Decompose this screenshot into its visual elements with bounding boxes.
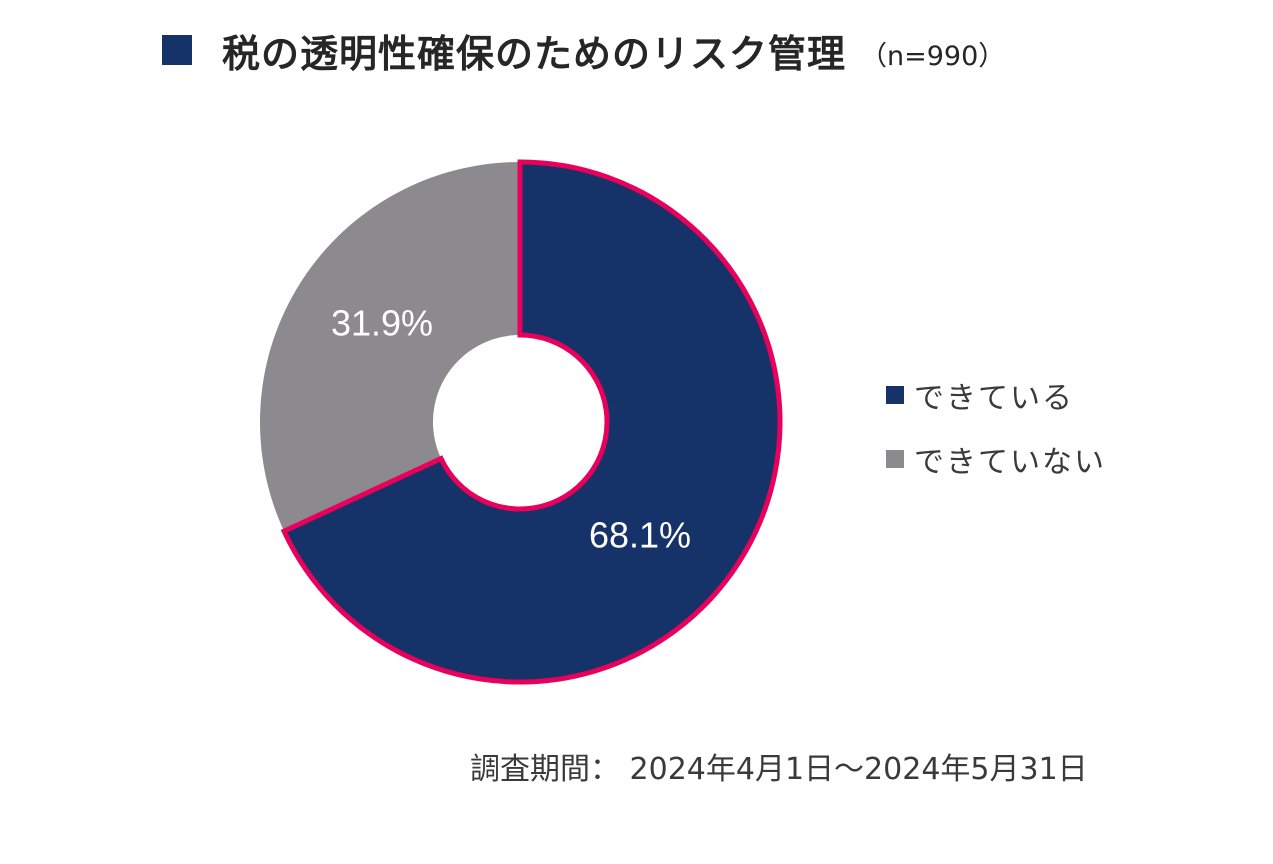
legend-item-done: できている bbox=[886, 372, 1106, 418]
legend-label-not-done: できていない bbox=[914, 445, 1106, 480]
survey-period: 調査期間： 2024年4月1日～2024年5月31日 bbox=[470, 752, 1088, 787]
chart-title: 税の透明性確保のためのリスク管理 bbox=[222, 31, 847, 76]
slice-not-done bbox=[259, 162, 520, 532]
legend-swatch-not-done bbox=[886, 450, 904, 468]
title-square-icon bbox=[162, 35, 192, 65]
slice-done bbox=[280, 159, 783, 685]
chart-title-row: 税の透明性確保のためのリスク管理 （n=990） bbox=[162, 22, 1005, 78]
legend: できている できていない bbox=[886, 372, 1106, 500]
sample-size-label: （n=990） bbox=[860, 40, 1006, 72]
legend-label-done: できている bbox=[914, 381, 1074, 416]
slice-done-label: 68.1% bbox=[589, 515, 691, 556]
legend-swatch-done bbox=[886, 386, 904, 404]
legend-item-not-done: できていない bbox=[886, 436, 1106, 482]
slice-not-done-label: 31.9% bbox=[331, 303, 433, 344]
